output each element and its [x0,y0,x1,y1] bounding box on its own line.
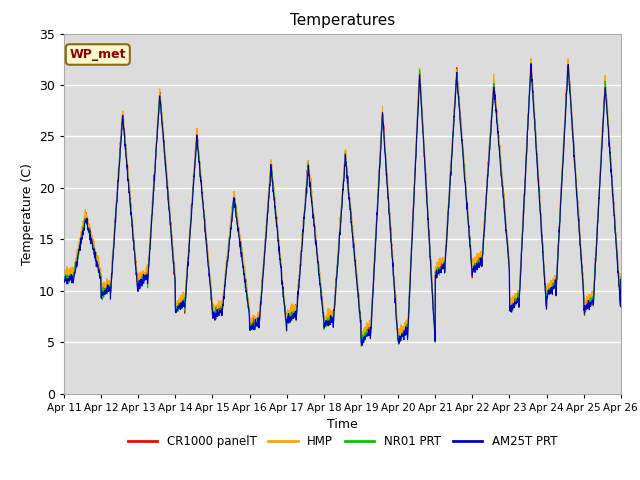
CR1000 panelT [568,114,576,120]
AM25T PRT [216,310,223,316]
CR1000 panelT [584,299,591,304]
NR01 PRT [584,305,591,311]
NR01 PRT [359,337,367,343]
NR01 PRT [371,257,379,263]
CR1000 panelT [564,60,572,66]
HMP [568,113,576,119]
HMP [371,254,378,260]
HMP [584,299,591,305]
AM25T PRT [60,278,68,284]
CR1000 panelT [60,270,68,276]
HMP [396,337,404,343]
HMP [617,271,625,276]
Line: AM25T PRT: AM25T PRT [64,64,621,346]
Line: HMP: HMP [64,58,621,340]
Text: WP_met: WP_met [70,48,126,61]
CR1000 panelT [371,260,378,266]
AM25T PRT [359,340,367,346]
NR01 PRT [504,255,512,261]
Legend: CR1000 panelT, HMP, NR01 PRT, AM25T PRT: CR1000 panelT, HMP, NR01 PRT, AM25T PRT [123,430,562,453]
HMP [504,248,512,254]
Title: Temperatures: Temperatures [290,13,395,28]
AM25T PRT [371,254,379,260]
CR1000 panelT [395,340,403,346]
Line: CR1000 panelT: CR1000 panelT [64,63,621,343]
NR01 PRT [358,344,365,349]
Line: NR01 PRT: NR01 PRT [64,63,621,347]
AM25T PRT [584,305,591,311]
NR01 PRT [216,308,223,313]
NR01 PRT [617,274,625,280]
HMP [358,335,366,341]
HMP [60,273,68,278]
NR01 PRT [60,275,68,281]
AM25T PRT [568,120,576,125]
CR1000 panelT [617,278,625,284]
CR1000 panelT [504,254,512,260]
CR1000 panelT [358,334,366,339]
AM25T PRT [617,276,625,282]
AM25T PRT [358,343,365,348]
X-axis label: Time: Time [327,418,358,431]
AM25T PRT [504,254,512,260]
NR01 PRT [568,115,576,121]
CR1000 panelT [216,309,223,314]
HMP [527,55,534,61]
NR01 PRT [527,60,535,66]
Y-axis label: Temperature (C): Temperature (C) [20,163,33,264]
HMP [216,303,223,309]
AM25T PRT [527,61,535,67]
